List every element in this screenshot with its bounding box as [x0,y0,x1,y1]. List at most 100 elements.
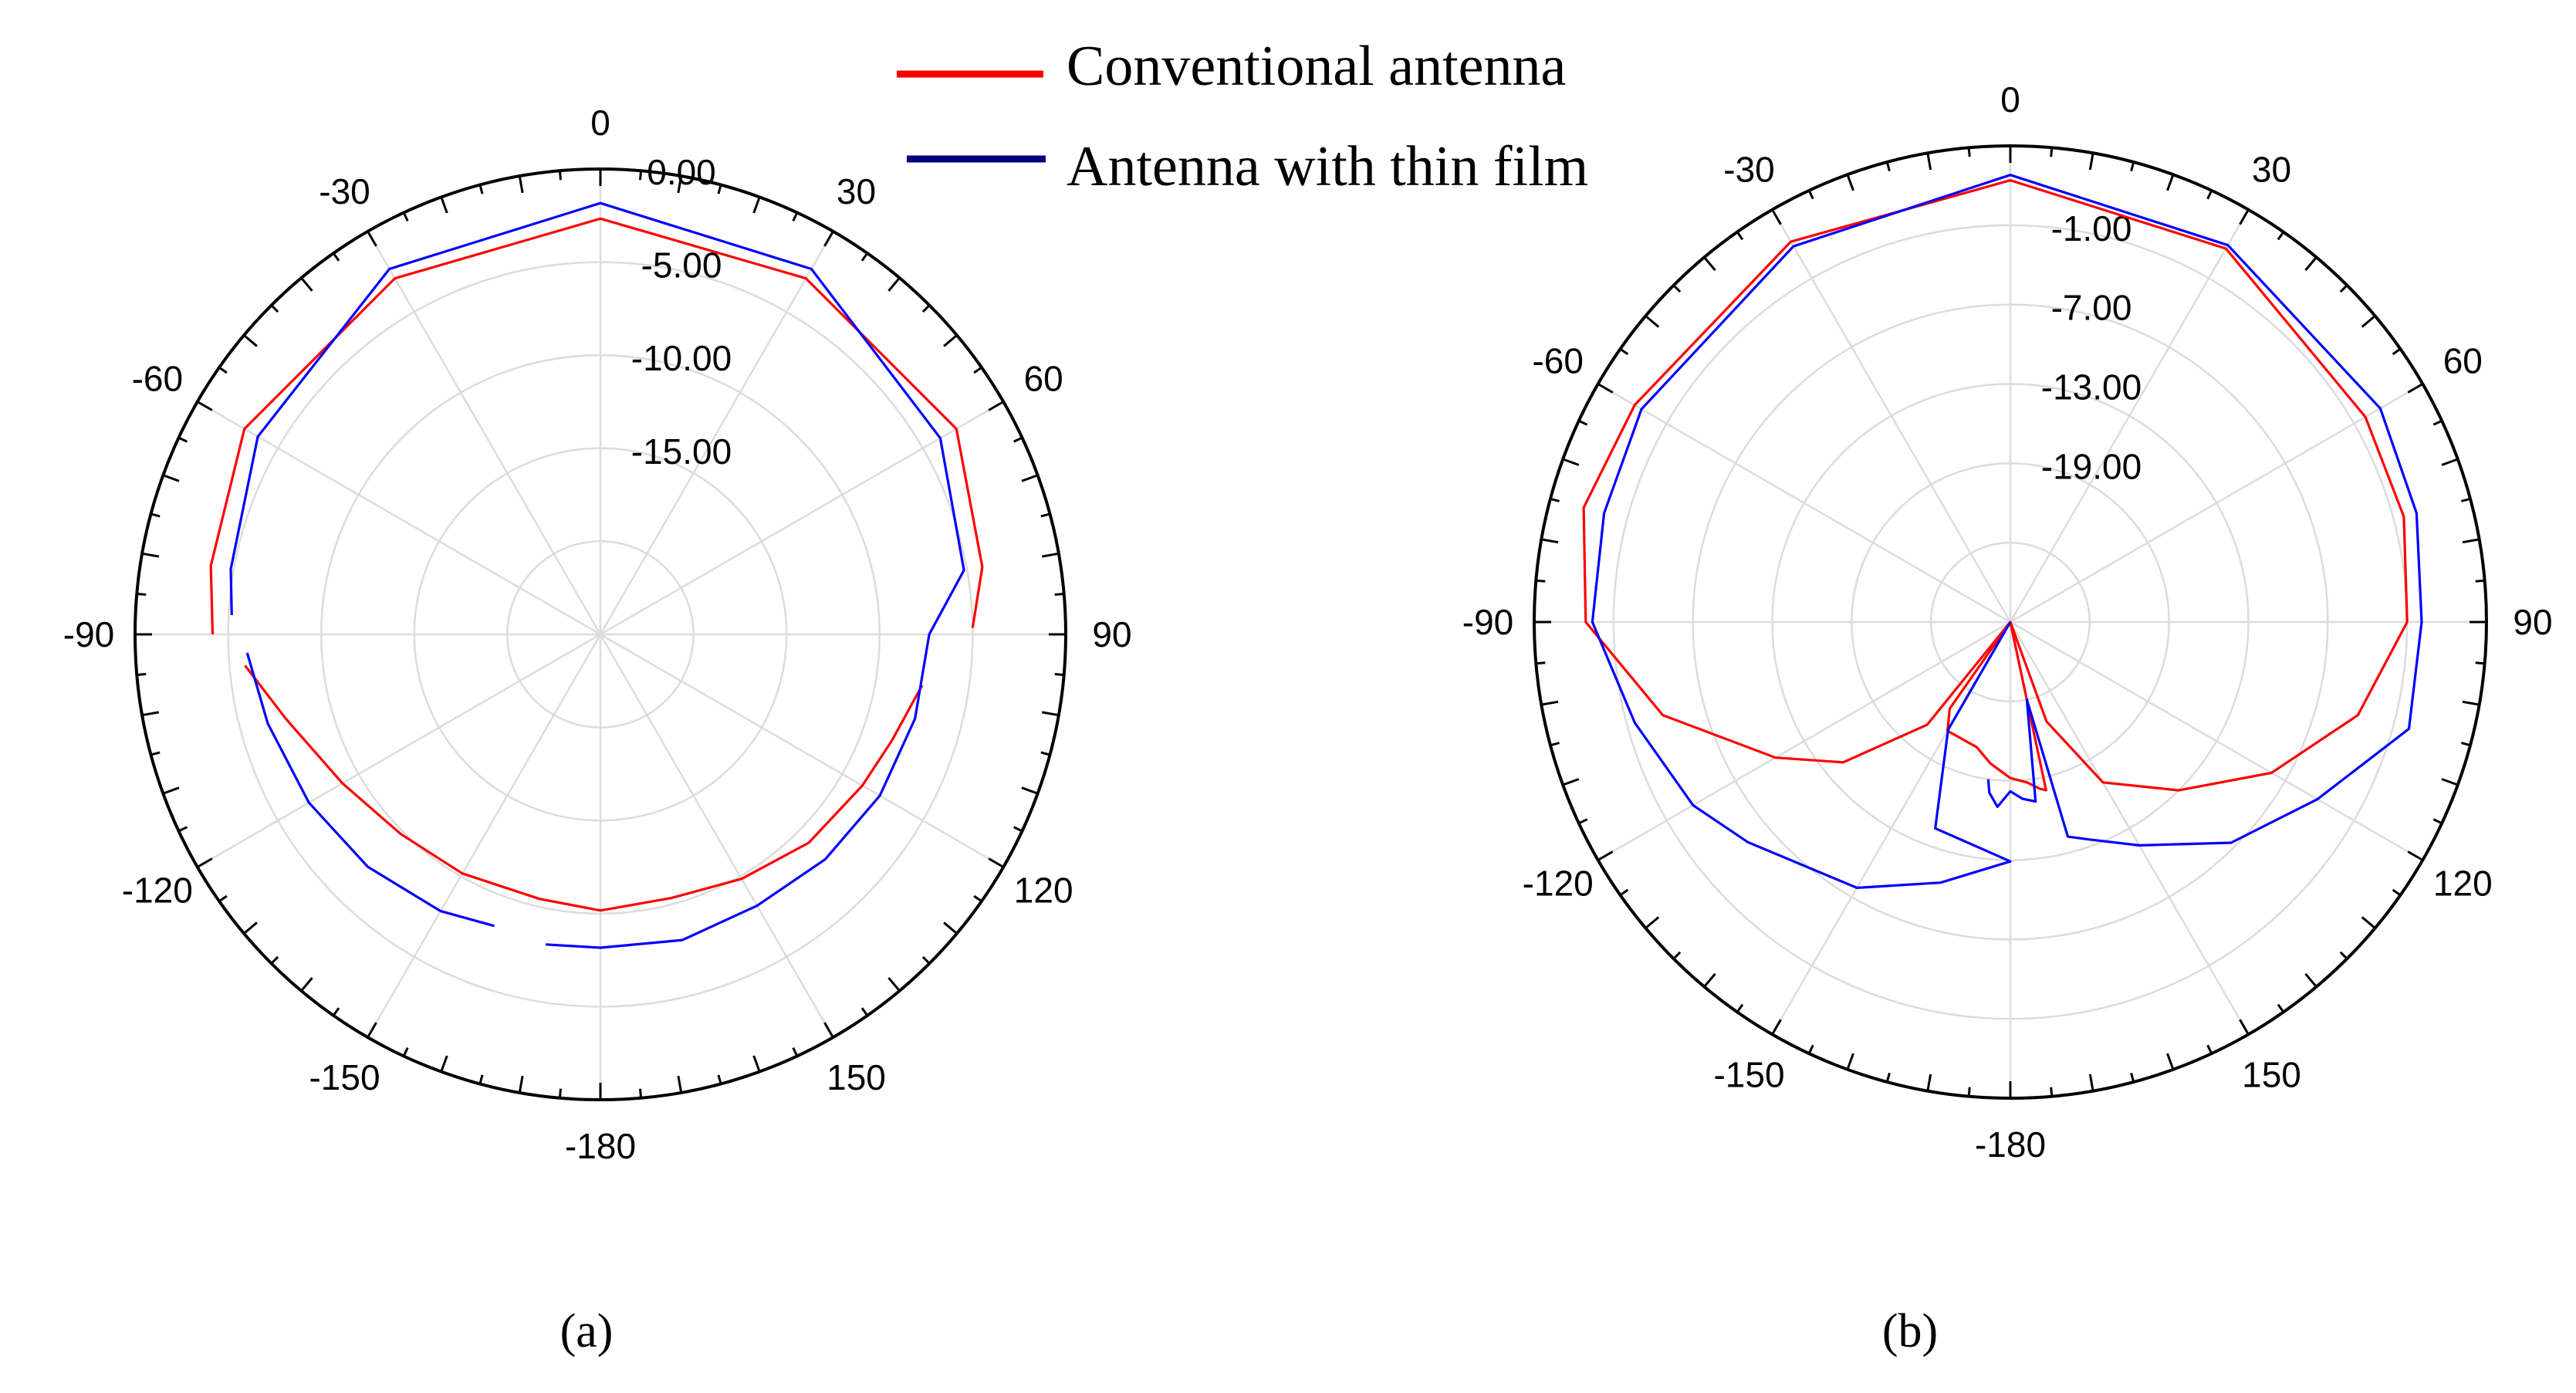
grid-spoke [2009,621,2250,1035]
tick-mark [2441,778,2459,786]
tick-mark [2166,1053,2175,1070]
tick-mark [2392,347,2402,356]
tick-mark [1041,552,1060,558]
tick-mark [150,751,161,756]
grid-spoke [197,633,601,868]
tick-mark [2361,315,2376,328]
tick-mark [141,552,160,558]
tick-mark [1807,1044,1814,1054]
tick-mark [2475,579,2485,583]
tick-mark [1736,231,1744,241]
tick-mark [137,592,147,596]
tick-mark [2407,383,2424,394]
tick-mark [1926,1073,1932,1091]
tick-mark [1846,1053,1854,1070]
tick-mark [518,1075,524,1094]
tick-mark [677,1075,683,1094]
tick-mark [887,277,901,292]
tick-mark [2462,538,2480,544]
tick-mark [943,334,958,347]
tick-mark [1807,190,1814,200]
series-thin-film-line [1591,174,2423,889]
tick-mark [1040,512,1050,518]
tick-mark [332,1007,340,1016]
tick-mark [2460,497,2471,502]
tick-mark [1550,497,1560,502]
tick-mark [300,277,313,292]
angle-tick-label: -180 [1975,1124,2046,1165]
tick-mark [558,1088,562,1098]
tick-mark [2432,419,2442,426]
tick-mark [1703,972,1716,988]
ring-label: -15.00 [631,431,732,472]
grid-spoke [1771,209,2012,623]
tick-mark [860,252,869,262]
tick-mark [197,401,213,411]
tick-mark [988,857,1004,868]
grid-spoke [197,401,601,636]
tick-mark [717,1074,722,1084]
tick-mark [2462,700,2480,706]
angle-tick-label: 120 [2433,864,2493,904]
tick-mark [2339,284,2348,293]
tick-mark [2206,190,2213,200]
tick-mark [402,211,409,222]
angle-tick-label: 90 [2513,602,2552,642]
series-conventional-line [1582,179,2409,792]
angle-tick-label: 150 [2242,1054,2301,1094]
angle-tick-label: 60 [2443,341,2483,381]
angle-tick-label: -150 [309,1057,380,1097]
tick-mark [478,184,484,194]
angle-tick-label: 90 [1092,614,1131,654]
tick-mark [823,1022,834,1038]
legend-label-conventional: Conventional antenna [1067,35,1566,98]
tick-mark [717,184,722,194]
tick-mark [1645,916,1660,929]
grid-spoke [2009,209,2250,623]
tick-mark [2460,742,2471,747]
tick-mark [1846,174,1854,191]
tick-mark [921,304,931,313]
tick-mark [141,711,160,717]
tick-mark [1578,419,1588,426]
tick-mark [558,171,562,181]
tick-mark [300,977,313,992]
tick-mark [1703,256,1716,272]
angle-tick-label: 0 [590,103,610,143]
tick-mark [1619,888,1629,897]
tick-mark [2050,147,2054,157]
tick-mark [988,401,1004,411]
tick-mark [402,1046,409,1057]
tick-mark [1771,208,1782,225]
grid-spoke [2010,383,2423,624]
angle-tick-label: -180 [565,1126,636,1166]
tick-mark [218,894,228,903]
tick-mark [752,196,761,214]
tick-mark [792,1046,799,1057]
angle-tick-label: -120 [1523,864,1594,904]
tick-mark [1541,700,1559,706]
tick-mark [1012,436,1023,443]
caption-a: (a) [560,1305,614,1357]
tick-mark [887,977,901,992]
tick-mark [440,196,448,214]
angle-tick-label: 150 [827,1057,886,1097]
tick-mark [677,175,683,194]
angle-tick-label: 0 [2000,79,2020,120]
grid-spoke [367,634,602,1038]
tick-mark [921,955,931,965]
tick-mark [2239,208,2250,225]
tick-mark [1645,315,1660,328]
tick-mark [177,826,188,833]
ring-label: -10.00 [631,338,732,378]
tick-mark [2239,1019,2250,1036]
tick-mark [1736,1003,1744,1013]
tick-mark [270,955,279,965]
ring-label: -13.00 [2041,367,2142,407]
angle-tick-label: 120 [1014,871,1073,911]
angle-tick-label: -120 [122,871,193,911]
tick-mark [943,921,958,935]
tick-mark [1021,474,1039,482]
tick-mark [1619,347,1629,356]
